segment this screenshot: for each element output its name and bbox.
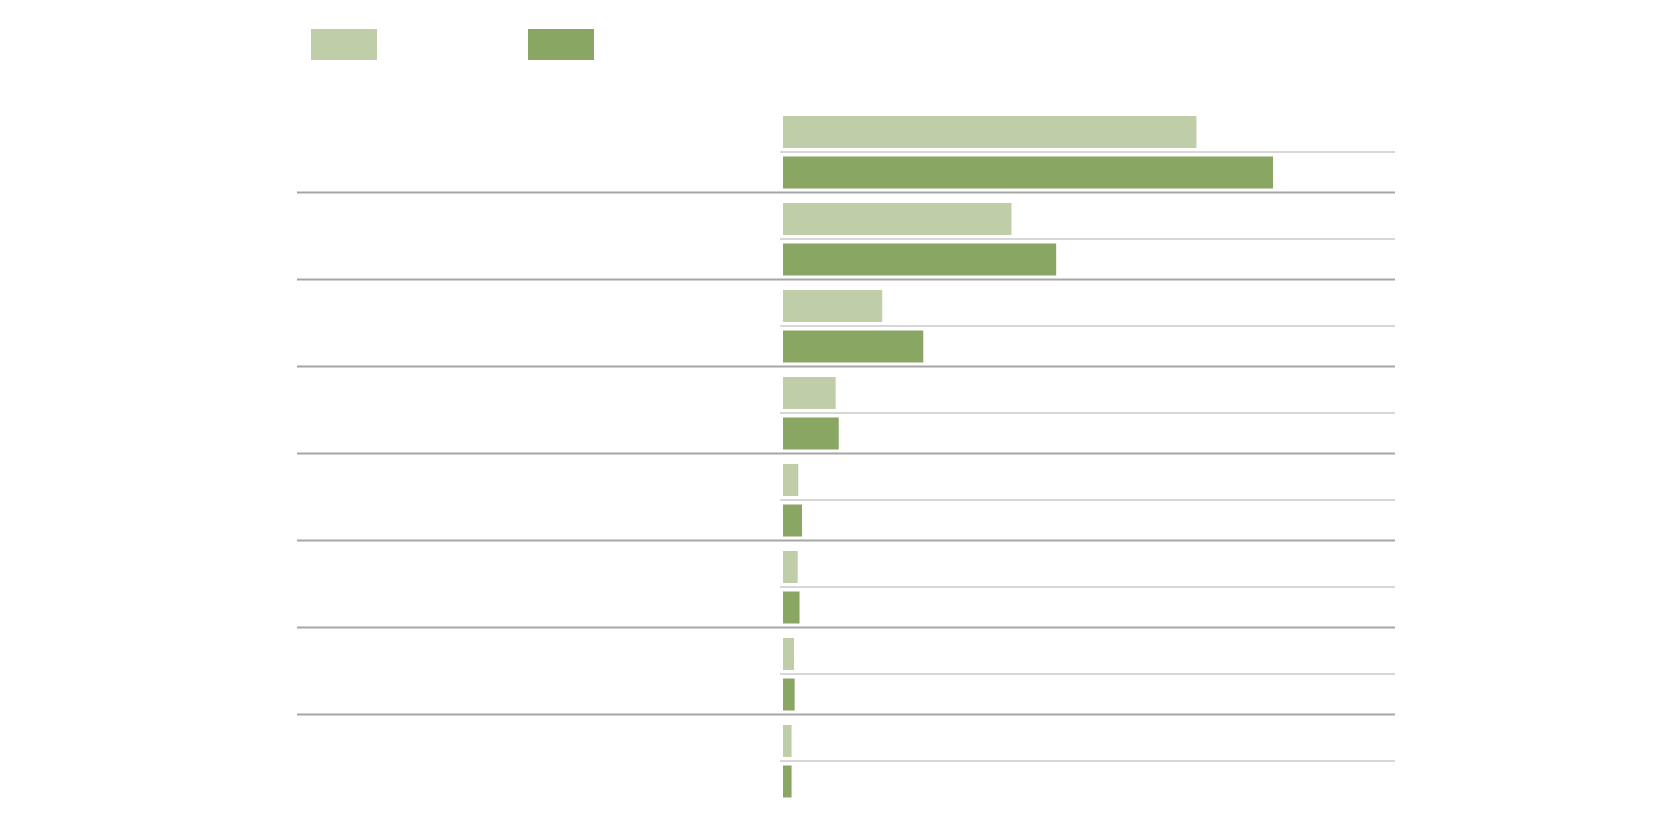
bar-series-2-row-7: [783, 678, 795, 711]
bar-series-2-row-8: [783, 765, 792, 798]
bar-series-1-row-5: [783, 464, 799, 496]
bars: [783, 116, 1273, 798]
bar-series-2-row-1: [783, 156, 1273, 189]
bar-series-2-row-2: [783, 243, 1057, 276]
bar-series-1-row-2: [783, 203, 1012, 235]
legend-swatch-series-2: [528, 29, 594, 60]
bar-series-2-row-5: [783, 504, 802, 537]
bar-series-1-row-4: [783, 377, 836, 409]
bar-series-2-row-6: [783, 591, 800, 624]
row-dividers: [297, 151, 1395, 762]
bar-series-2-row-4: [783, 417, 839, 450]
bar-series-1-row-1: [783, 116, 1197, 148]
bar-series-2-row-3: [783, 330, 924, 363]
bar-series-1-row-6: [783, 551, 798, 583]
bar-series-1-row-3: [783, 290, 883, 322]
bar-series-1-row-8: [783, 725, 792, 757]
bar-series-1-row-7: [783, 638, 795, 670]
legend: [311, 29, 594, 60]
legend-swatch-series-1: [311, 29, 377, 60]
